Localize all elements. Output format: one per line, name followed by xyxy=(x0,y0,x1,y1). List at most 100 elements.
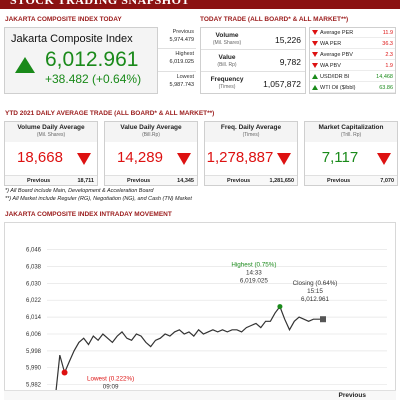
intraday-chart: 6,046 6,038 6,030 6,022 6,014 6,006 5,998 5,990… xyxy=(4,222,396,400)
ytd-card-value: 14,289 xyxy=(117,149,163,166)
trade-unit: (Bill. Rp) xyxy=(217,62,237,68)
jci-change: +38.482 (+0.64%) xyxy=(45,72,142,86)
chart-footer: Previous xyxy=(4,390,396,400)
y-tick-label: 6,014 xyxy=(26,315,42,321)
down-arrow-icon xyxy=(312,29,318,35)
valuation-value: 2.3 xyxy=(385,51,393,58)
ytd-card-value: 7,117 xyxy=(321,149,359,166)
ytd-card-unit: (Mil. Shares) xyxy=(36,132,66,138)
jci-lowest: Lowest 5,987.743 xyxy=(169,73,194,88)
ytd-card-footer: Previous 7,070 xyxy=(305,175,397,185)
jci-previous: Previous 5,974.479 xyxy=(158,27,196,50)
valuation-value: 36.3 xyxy=(382,40,393,47)
trade-label: Volume xyxy=(215,32,239,39)
chart-footer-label: Previous xyxy=(338,392,366,399)
trade-unit: (Times) xyxy=(218,84,236,90)
valuation-row: Average PBV 2.3 xyxy=(310,50,395,60)
valuation-row: WA PBV 1.9 xyxy=(310,61,395,71)
up-arrow-icon xyxy=(312,84,318,90)
valuation-label: Average PBV xyxy=(320,51,353,58)
chart-title: JAKARTA COMPOSITE INDEX INTRADAY MOVEMEN… xyxy=(5,211,172,218)
jci-section-title: JAKARTA COMPOSITE INDEX TODAY xyxy=(5,16,122,23)
jci-highest: Highest 6,019.025 xyxy=(158,49,196,72)
highest-label: Highest (0.75%) xyxy=(231,262,276,269)
highest-time: 14:33 xyxy=(246,270,262,277)
down-arrow-icon xyxy=(312,62,318,68)
trade-value: 15,226 xyxy=(275,35,301,45)
trade-row-frequency: Frequency (Times) 1,057,872 xyxy=(201,72,305,94)
jci-side-stats: Previous 5,974.479 Highest 6,019.025 Low… xyxy=(157,27,196,94)
up-arrow-icon xyxy=(312,73,318,79)
lowest-label: Lowest (0.222%) xyxy=(87,376,134,383)
ytd-card-title: Market Capitalization xyxy=(318,124,384,131)
ytd-card-value: 18,668 xyxy=(17,149,63,166)
ytd-card: Volume Daily Average (Mil. Shares) 18,668 P… xyxy=(4,121,98,186)
y-tick-label: 5,982 xyxy=(26,383,42,389)
ytd-card-title: Freq. Daily Average xyxy=(220,124,282,131)
banner: STOCK TRADING SNAPSHOT xyxy=(0,0,400,9)
lowest-time: 09:09 xyxy=(103,384,119,391)
jci-name: Jakarta Composite Index xyxy=(11,33,133,45)
valuation-row: Average PER 11.9 xyxy=(310,28,395,38)
ytd-previous-value: 7,070 xyxy=(380,178,394,184)
y-tick-label: 6,030 xyxy=(26,281,42,287)
ytd-card: Freq. Daily Average (Times) 1,278,887 Previ… xyxy=(204,121,298,186)
ytd-card-header: Value Daily Average (Bill.Rp) xyxy=(105,122,197,142)
down-arrow-icon xyxy=(312,51,318,57)
ytd-card-unit: (Trill. Rp) xyxy=(340,132,362,138)
ytd-card-footer: Previous 14,345 xyxy=(105,175,197,185)
up-arrow-icon xyxy=(15,57,35,73)
valuation-card: Average PER 11.9 WA PER 36.3 Average PBV 2.3 W… xyxy=(309,27,396,94)
today-trade-section-title: TODAY TRADE (ALL BOARD* & ALL MARKET**) xyxy=(200,16,349,23)
valuation-label: WTI Oil ($/bbl) xyxy=(320,84,356,91)
closing-time: 15:15 xyxy=(307,288,323,295)
note-all-board: *) All Board include Main, Development &… xyxy=(5,188,154,194)
ytd-previous-label: Previous xyxy=(27,178,51,184)
valuation-label: WA PBV xyxy=(320,62,341,69)
banner-title: STOCK TRADING SNAPSHOT xyxy=(10,0,190,7)
ytd-card-title: Volume Daily Average xyxy=(17,124,85,131)
trade-value: 1,057,872 xyxy=(263,79,301,89)
down-arrow-icon xyxy=(77,153,91,165)
ytd-card-header: Freq. Daily Average (Times) xyxy=(205,122,297,142)
highest-marker xyxy=(277,304,283,310)
ytd-card-footer: Previous 18,711 xyxy=(5,175,97,185)
trade-unit: (Mil. Shares) xyxy=(212,40,242,46)
ytd-card-value: 1,278,887 xyxy=(206,149,274,166)
ytd-card-header: Market Capitalization (Trill. Rp) xyxy=(305,122,397,142)
trade-row-volume: Volume (Mil. Shares) 15,226 xyxy=(201,28,305,50)
y-tick-label: 6,022 xyxy=(26,298,42,304)
down-arrow-icon xyxy=(277,153,291,165)
valuation-label: Average PER xyxy=(320,29,354,36)
ytd-card-title: Value Daily Average xyxy=(120,124,182,131)
today-trade-card: Volume (Mil. Shares) 15,226 Value (Bill.… xyxy=(200,27,306,94)
ytd-card-unit: (Times) xyxy=(242,132,260,138)
ytd-previous-label: Previous xyxy=(127,178,151,184)
valuation-row: USD/IDR BI 14,468 xyxy=(310,72,395,82)
down-arrow-icon xyxy=(177,153,191,165)
ytd-card-footer: Previous 1,281,650 xyxy=(205,175,297,185)
closing-marker xyxy=(320,316,326,323)
highest-value: 6,019.025 xyxy=(240,278,269,285)
trade-label: Frequency xyxy=(210,76,244,83)
intraday-chart-svg: 6,046 6,038 6,030 6,022 6,014 6,006 5,998 5,990… xyxy=(26,248,387,399)
y-tick-label: 6,038 xyxy=(26,265,42,271)
trade-label: Value xyxy=(218,54,236,61)
ytd-section-title: YTD 2021 DAILY AVERAGE TRADE (ALL BOARD*… xyxy=(5,110,215,117)
closing-value: 6,012.961 xyxy=(301,296,330,303)
closing-label: Closing (0.64%) xyxy=(293,280,338,287)
valuation-row: WTI Oil ($/bbl) 63.86 xyxy=(310,83,395,93)
valuation-value: 11.9 xyxy=(382,29,393,36)
ytd-card: Value Daily Average (Bill.Rp) 14,289 Previo… xyxy=(104,121,198,186)
y-tick-label: 5,998 xyxy=(26,349,42,355)
note-all-market: **) All Market include Reguler (RG), Neg… xyxy=(5,196,192,202)
ytd-card-header: Volume Daily Average (Mil. Shares) xyxy=(5,122,97,142)
down-arrow-icon xyxy=(312,40,318,46)
ytd-previous-value: 18,711 xyxy=(77,178,94,184)
valuation-value: 1.9 xyxy=(385,62,393,69)
y-tick-label: 5,990 xyxy=(26,366,42,372)
down-arrow-icon xyxy=(377,153,391,165)
valuation-value: 63.86 xyxy=(379,84,393,91)
ytd-card-unit: (Bill.Rp) xyxy=(142,132,160,138)
jci-value: 6,012.961 xyxy=(45,48,139,71)
